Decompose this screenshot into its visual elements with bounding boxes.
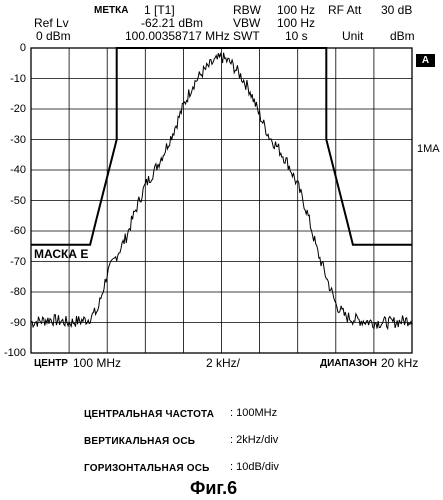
annotation-value-vertical: : 2kHz/div bbox=[230, 434, 278, 446]
annotation-label-horizontal: ГОРИЗОНТАЛЬНАЯ ОСЬ bbox=[84, 463, 210, 474]
span-label: ДИАПАЗОН bbox=[320, 359, 377, 369]
center-label: ЦЕНТР bbox=[34, 359, 68, 369]
div-value: 2 kHz/ bbox=[206, 357, 240, 369]
annotation-label-center: ЦЕНТРАЛЬНАЯ ЧАСТОТА bbox=[84, 409, 214, 420]
center-value: 100 MHz bbox=[73, 357, 121, 369]
annotation-value-center: : 100MHz bbox=[230, 407, 277, 419]
figure-caption: Фиг.6 bbox=[190, 478, 237, 499]
spectrum-plot bbox=[0, 0, 443, 370]
span-value: 20 kHz bbox=[381, 357, 418, 369]
annotation-value-horizontal: : 10dB/div bbox=[230, 461, 279, 473]
trace-mode-label: 1MA bbox=[417, 144, 440, 155]
trace-badge: A bbox=[416, 54, 435, 67]
mask-label: МАСКА E bbox=[34, 248, 88, 260]
annotation-label-vertical: ВЕРТИКАЛЬНАЯ ОСЬ bbox=[84, 436, 195, 447]
